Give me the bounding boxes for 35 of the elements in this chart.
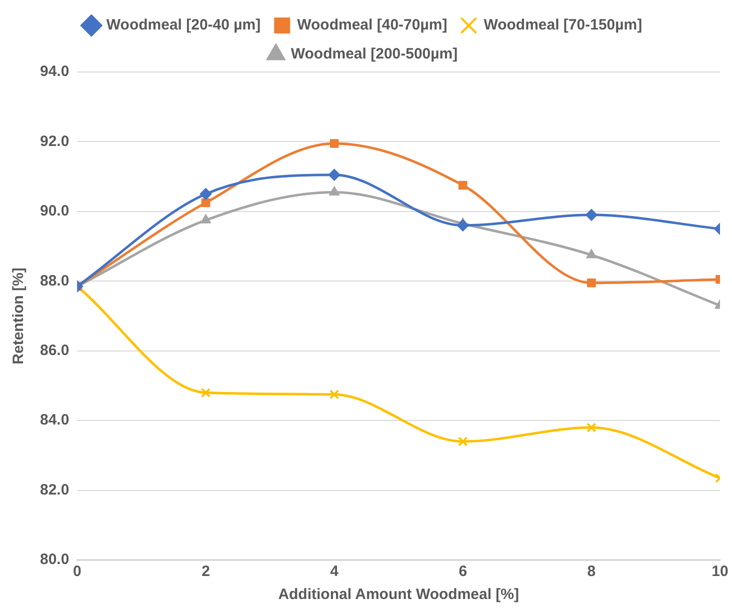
x-axis-title: Additional Amount Woodmeal [%] (278, 586, 520, 604)
point (586, 422, 596, 432)
point (329, 390, 340, 400)
point (200, 214, 212, 224)
point (587, 278, 596, 288)
y-tick-label: 94.0 (40, 63, 70, 80)
y-axis-title: Retention [%] (10, 268, 28, 364)
x-tick-label: 2 (202, 563, 210, 580)
y-tick-label: 90.0 (40, 202, 70, 220)
y-tick-label: 86.0 (40, 342, 70, 359)
point (200, 188, 212, 200)
legend-label: Woodmeal [200-500µm] (290, 46, 458, 63)
point (456, 219, 469, 232)
point (585, 208, 598, 221)
x-tick-label: 0 (73, 563, 82, 580)
point (201, 198, 210, 208)
point (458, 180, 468, 190)
point (330, 139, 339, 148)
legend-label: Woodmeal [20-40 µm] (106, 16, 261, 34)
y-tick-label: 80.0 (40, 551, 70, 568)
point (458, 436, 468, 446)
legend-label: Woodmeal [40-70µm] (297, 16, 448, 34)
x-tick-label: 4 (330, 563, 340, 580)
point (329, 186, 340, 196)
point (200, 388, 211, 398)
point (586, 249, 597, 258)
y-tick-label: 88.0 (40, 272, 70, 290)
y-tick-label: 84.0 (40, 412, 70, 429)
point (328, 168, 340, 181)
x-tick-label: 8 (587, 563, 596, 580)
y-tick-label: 82.0 (40, 481, 70, 498)
y-tick-label: 92.0 (40, 132, 70, 150)
legend-label: Woodmeal [70-150µm] (484, 16, 642, 34)
x-tick-label: 6 (458, 563, 468, 580)
x-tick-label: 10 (712, 563, 728, 580)
